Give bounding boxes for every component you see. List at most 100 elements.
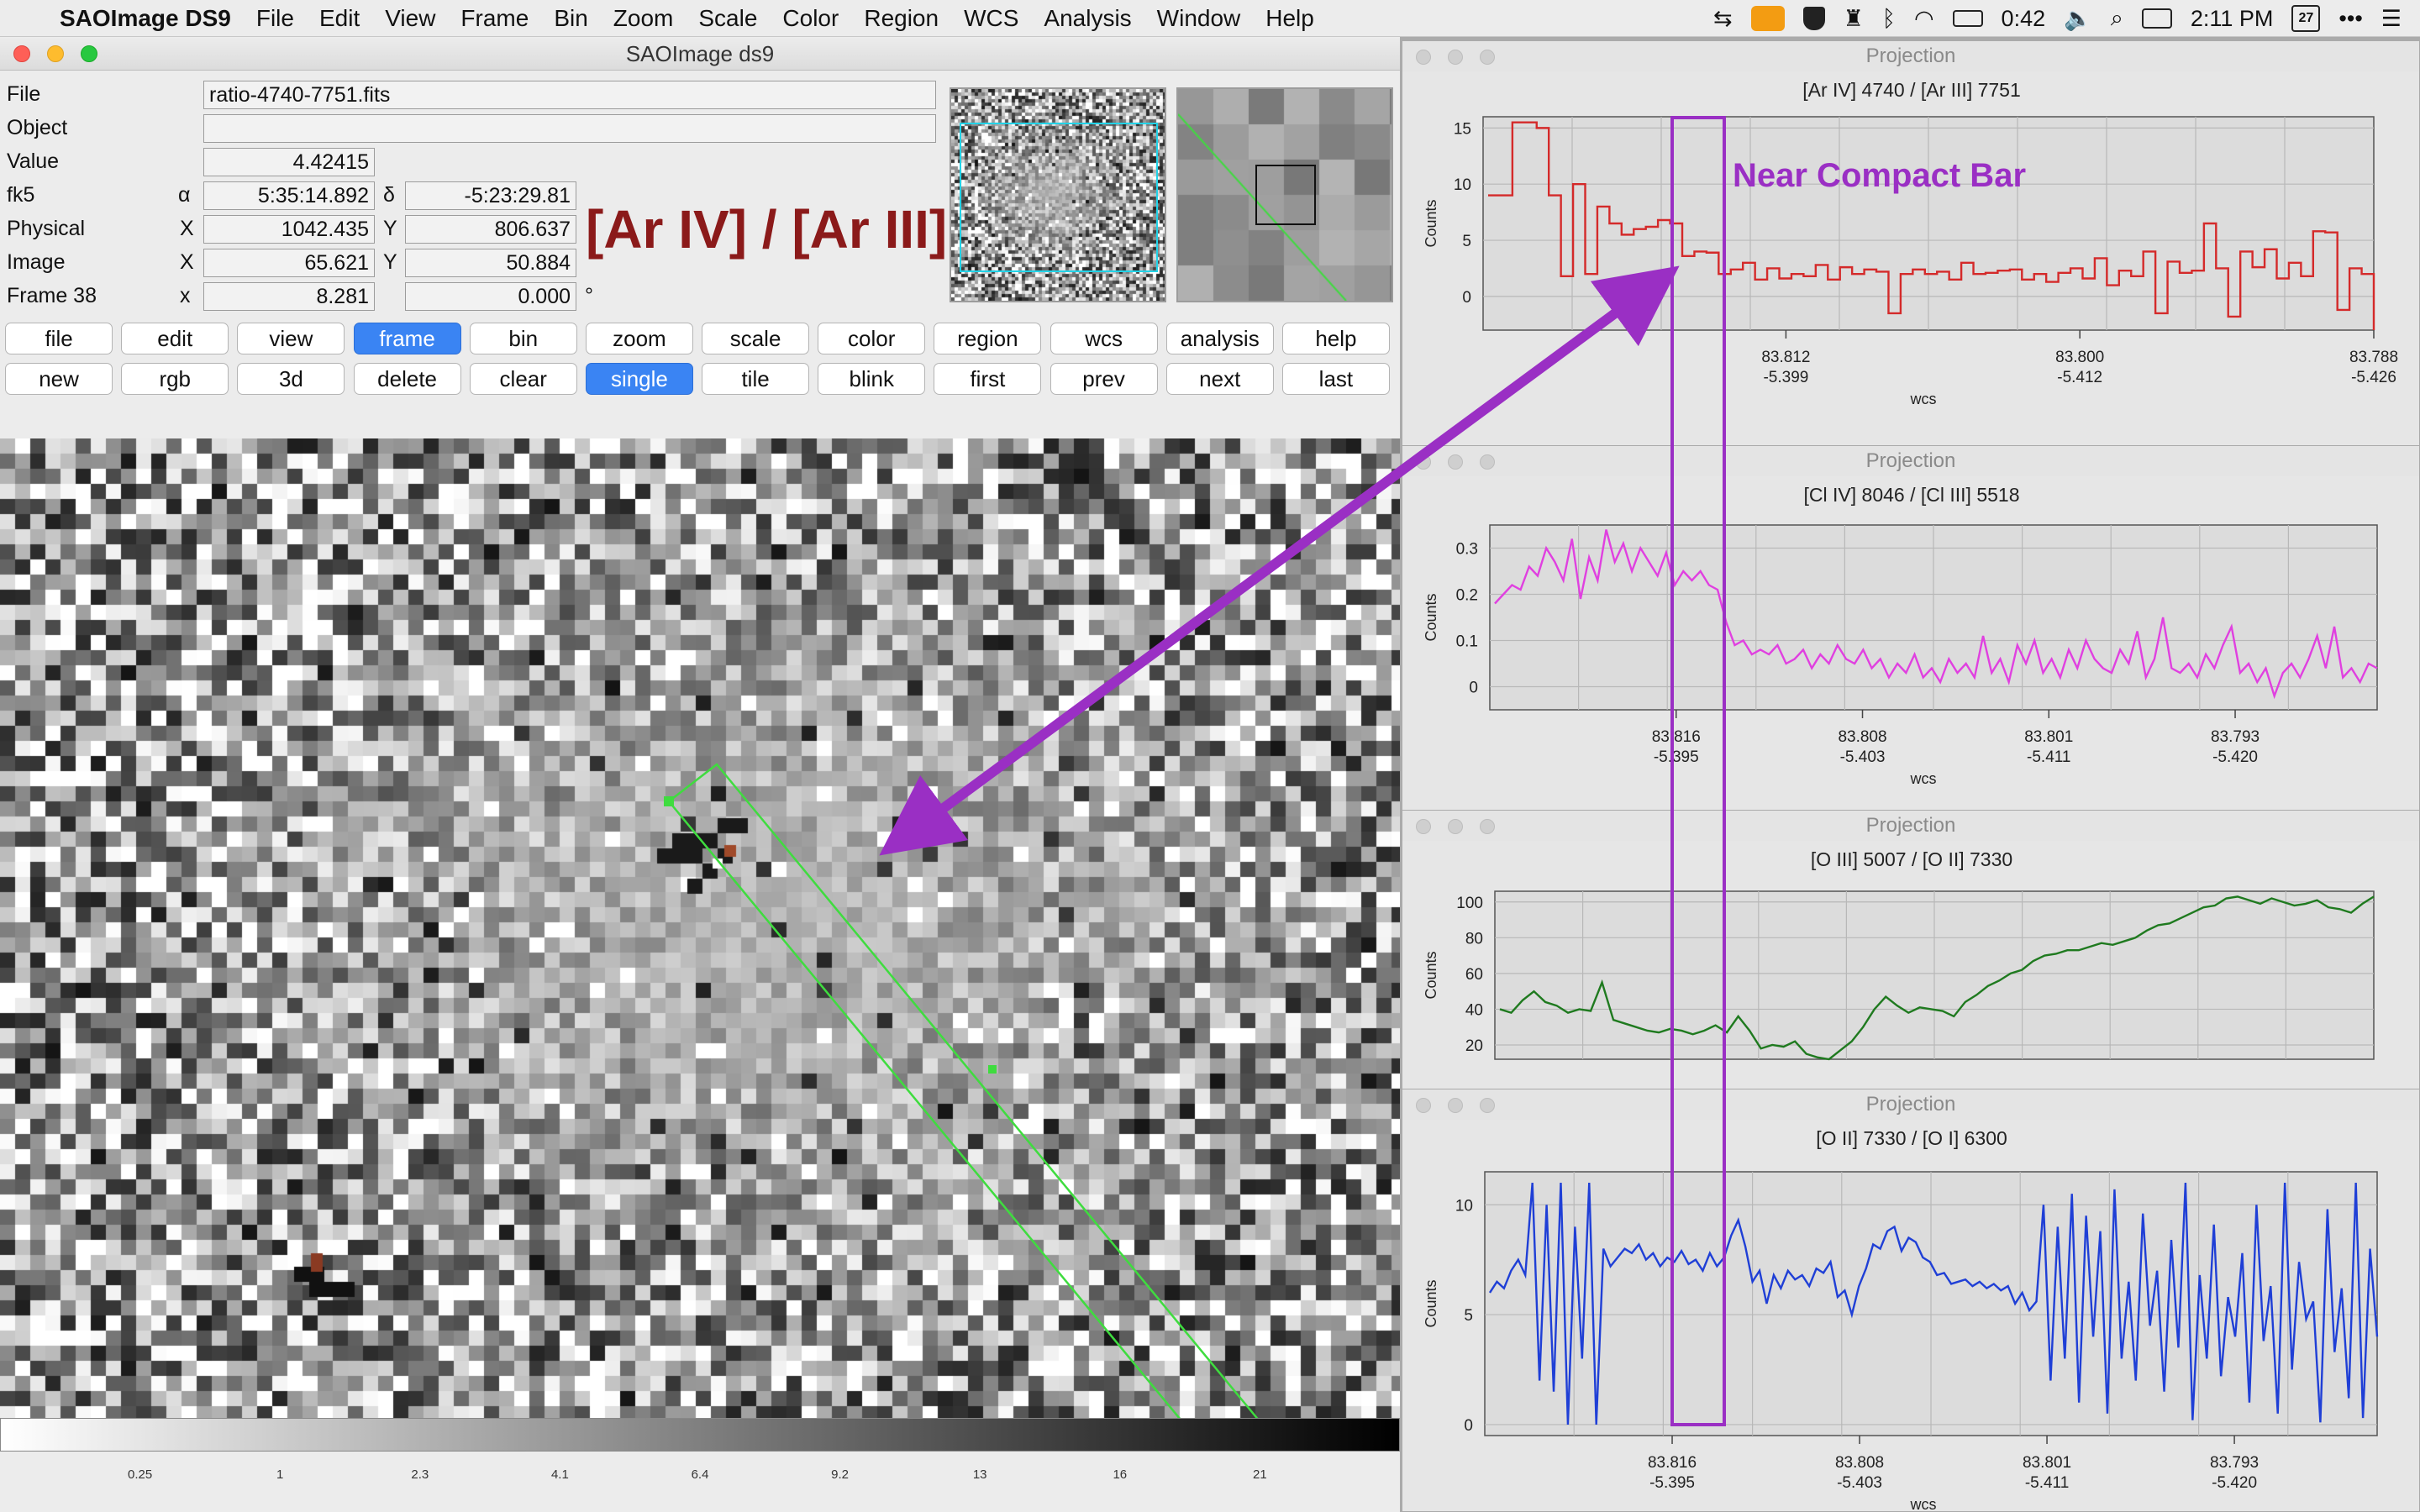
btn-bin-button[interactable]: bin [469,323,577,354]
notification-center-icon[interactable]: ☰ [2381,5,2402,31]
menu-help[interactable]: Help [1265,4,1314,31]
projection-plot[interactable]: [O III] 5007 / [O II] 7330 20 40 60 80 100 Cou… [1402,841,2420,1090]
object-field[interactable] [203,114,936,143]
menu-file[interactable]: File [255,4,294,31]
btn-frame-delete-button[interactable]: delete [353,363,461,395]
btn-file-button[interactable]: file [5,323,113,354]
keyboard-icon[interactable] [2141,8,2172,29]
menu-analysis[interactable]: Analysis [1044,4,1132,31]
panner-thumbnail[interactable] [950,87,1166,302]
btn-frame-3d-button[interactable]: 3d [237,363,345,395]
minimize-icon[interactable] [47,45,64,62]
projection-window: Projection [O II] 7330 / [O I] 6300 0 5 10 Co… [1402,1089,2420,1512]
btn-frame-new-button[interactable]: new [5,363,113,395]
minimize-icon[interactable] [1448,819,1463,834]
btn-region-button[interactable]: region [934,323,1042,354]
btn-frame-first-button[interactable]: first [934,363,1042,395]
btn-frame-next-button[interactable]: next [1165,363,1274,395]
btn-frame-last-button[interactable]: last [1281,363,1390,395]
menu-wcs[interactable]: WCS [964,4,1019,31]
btn-frame-blink-button[interactable]: blink [818,363,926,395]
x-tick-label-dec: -5.411 [2025,1474,2069,1492]
btn-frame-rgb-button[interactable]: rgb [121,363,229,395]
menu-app-name[interactable]: SAOImage DS9 [60,4,231,31]
calendar-icon[interactable]: 27 [2291,5,2321,32]
menu-window[interactable]: Window [1156,4,1241,31]
frame-y-field[interactable]: 0.000 [405,282,576,311]
colorbar[interactable] [0,1418,1400,1452]
close-icon[interactable] [1416,819,1431,834]
btn-color-button[interactable]: color [818,323,926,354]
btn-wcs-button[interactable]: wcs [1050,323,1158,354]
app-status-icon[interactable] [1750,6,1785,31]
menu-zoom[interactable]: Zoom [613,4,674,31]
region-handle[interactable] [664,796,674,806]
volume-icon[interactable]: 🔈 [2064,6,2092,31]
btn-frame-clear-button[interactable]: clear [469,363,577,395]
maximize-icon[interactable] [1480,454,1495,470]
fk5-delta-field[interactable]: -5:23:29.81 [405,181,576,210]
more-icon[interactable]: ••• [2338,5,2363,31]
btn-frame-tile-button[interactable]: tile [702,363,810,395]
menu-edit[interactable]: Edit [318,4,360,31]
menu-scale[interactable]: Scale [698,4,758,31]
close-icon[interactable] [1416,454,1431,470]
x-tick-label-dec: -5.412 [2057,369,2102,386]
panner-image [951,89,1165,301]
panner-viewport-box[interactable] [960,123,1158,272]
menu-region[interactable]: Region [864,4,939,31]
minimize-icon[interactable] [1448,1098,1463,1113]
menu-frame[interactable]: Frame [460,4,529,31]
minimize-icon[interactable] [1448,454,1463,470]
btn-frame-single-button[interactable]: single [585,363,693,395]
maximize-icon[interactable] [81,45,97,62]
physical-label: Physical [7,217,86,240]
image-display[interactable] [0,438,1400,1452]
menu-color[interactable]: Color [782,4,839,31]
clock[interactable]: 2:11 PM [2190,5,2274,31]
btn-view-button[interactable]: view [237,323,345,354]
btn-scale-button[interactable]: scale [702,323,810,354]
projection-plot[interactable]: [Cl IV] 8046 / [Cl III] 5518 0 0.1 0.2 0.3 Co… [1402,476,2420,811]
search-icon[interactable]: ⌕ [2110,5,2123,30]
btn-analysis-button[interactable]: analysis [1165,323,1274,354]
chart-title: [Cl IV] 8046 / [Cl III] 5518 [1804,484,2020,506]
value-field[interactable]: 4.42415 [203,148,375,176]
frame-x-field[interactable]: 8.281 [203,282,375,311]
btn-frame-button[interactable]: frame [353,323,461,354]
file-field[interactable]: ratio-4740-7751.fits [203,81,936,109]
region-handle[interactable] [988,1065,997,1074]
btn-edit-button[interactable]: edit [121,323,229,354]
y-tick-label: 10 [1455,1197,1473,1215]
btn-zoom-button[interactable]: zoom [585,323,693,354]
btn-help-button[interactable]: help [1281,323,1390,354]
physical-x-field[interactable]: 1042.435 [203,215,375,244]
close-icon[interactable] [1416,50,1431,65]
image-x-field[interactable]: 65.621 [203,249,375,277]
menu-bin[interactable]: Bin [554,4,588,31]
x-tick-label-dec: -5.403 [1840,748,1886,766]
projection-line[interactable] [668,801,1217,1452]
projection-region[interactable] [667,763,1265,1452]
btn-frame-prev-button[interactable]: prev [1050,363,1158,395]
menu-view[interactable]: View [385,4,436,31]
physical-y-field[interactable]: 806.637 [405,215,576,244]
shield-icon[interactable] [1802,7,1825,30]
bluetooth-icon[interactable]: ᛒ [1881,5,1896,31]
frame-x-symbol: x [180,284,191,307]
fk5-alpha-field[interactable]: 5:35:14.892 [203,181,375,210]
projection-plot[interactable]: [Ar IV] 4740 / [Ar III] 7751 0 5 10 15 Counts… [1402,71,2420,449]
y-axis-label: Counts [1423,1279,1439,1327]
maximize-icon[interactable] [1480,1098,1495,1113]
wifi-icon[interactable]: ◠ [1913,5,1934,31]
train-icon[interactable]: ♜ [1843,5,1864,31]
maximize-icon[interactable] [1480,50,1495,65]
image-y-field[interactable]: 50.884 [405,249,576,277]
close-icon[interactable] [13,45,30,62]
close-icon[interactable] [1416,1098,1431,1113]
projection-plot[interactable]: [O II] 7330 / [O I] 6300 0 5 10 Counts 83.816… [1402,1120,2420,1512]
maximize-icon[interactable] [1480,819,1495,834]
switch-icon[interactable]: ⇆ [1712,5,1733,31]
minimize-icon[interactable] [1448,50,1463,65]
battery-icon[interactable] [1952,10,1983,27]
